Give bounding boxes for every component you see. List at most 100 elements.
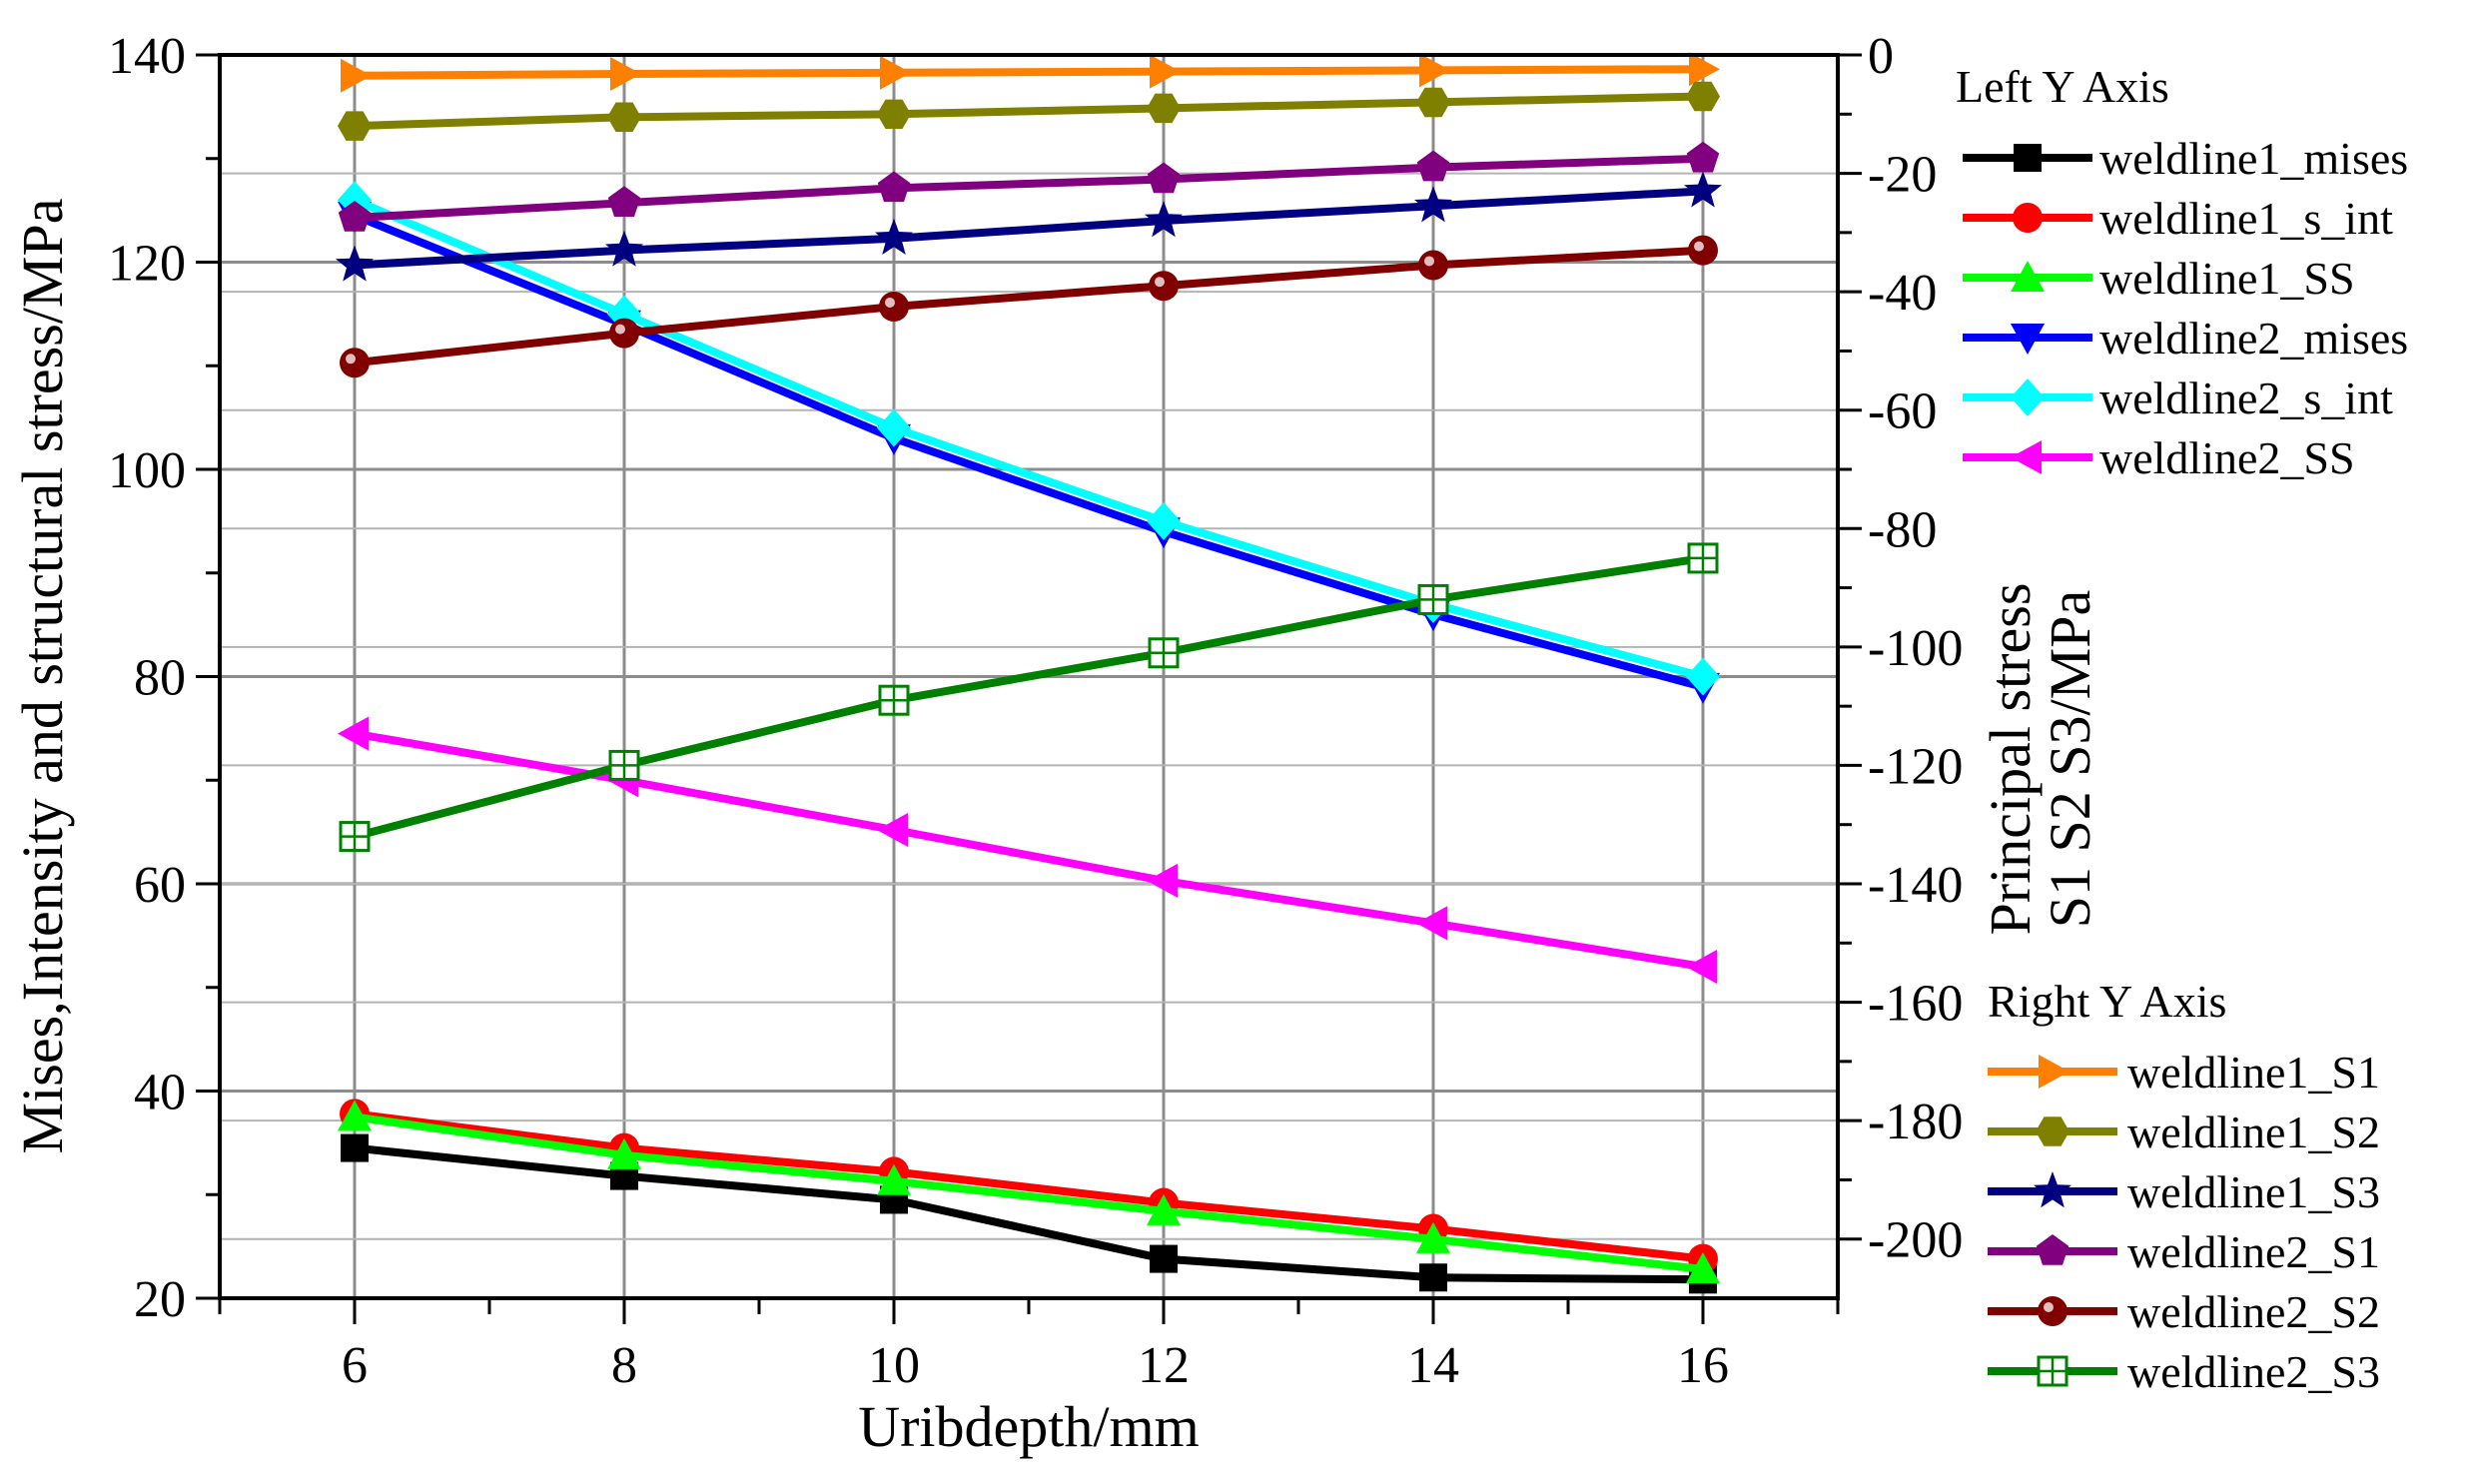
right-y-tick-label: -60 <box>1868 383 1937 440</box>
series-weldline1-s1-point-marker <box>1689 52 1720 87</box>
series-weldline1-s1-point-marker <box>610 56 641 91</box>
series-weldline1-s2-point-marker <box>607 102 641 132</box>
legend-entry-weldline2-ss: weldline2_SS <box>1963 432 2355 483</box>
series-weldline1-s2-point-marker <box>877 99 911 129</box>
x-tick-label: 16 <box>1677 1337 1729 1394</box>
legend-entry-weldline1-s3: weldline1_S3 <box>1988 1166 2380 1217</box>
right-y-tick-label: -40 <box>1868 265 1937 322</box>
x-axis-title: Uribdepth/mm <box>858 1394 1200 1459</box>
series-weldline1-mises-point-marker <box>1150 1244 1178 1273</box>
series-weldline2-ss-point-marker <box>877 813 908 848</box>
series-weldline2-s1-point-marker <box>338 201 372 232</box>
x-tick-label: 8 <box>611 1337 637 1394</box>
series-weldline2-s2-point-marker-highlight <box>1424 256 1434 267</box>
legend-entry-weldline1-s-int-marker <box>2013 203 2043 233</box>
series-weldline2-s1-line <box>354 154 1704 222</box>
legend-entry-weldline2-mises-label: weldline2_mises <box>2099 313 2408 364</box>
series-weldline2-ss <box>338 716 1717 984</box>
series-weldline1-s3-point-marker <box>605 230 643 267</box>
series-weldline1-s2-point-marker <box>338 111 372 141</box>
series-weldline1-ss <box>338 1100 1720 1283</box>
legend-entry-weldline2-s2-marker-highlight <box>2044 1302 2054 1312</box>
series-weldline1-ss-point-marker <box>877 1163 911 1195</box>
legend-entry-weldline1-s1-label: weldline1_S1 <box>2127 1047 2380 1098</box>
x-tick-label: 14 <box>1407 1337 1459 1394</box>
series-weldline2-ss-point-marker <box>1686 950 1717 984</box>
series-weldline2-s2-point-marker-highlight <box>615 324 625 335</box>
right-y-tick-label: -120 <box>1868 738 1963 795</box>
series-weldline2-ss-line <box>354 729 1704 971</box>
series-weldline2-ss-point-marker <box>1416 906 1447 941</box>
series-weldline2-s-int-point-marker <box>1147 501 1181 540</box>
right-y-tick-label: -180 <box>1868 1094 1963 1150</box>
series-weldline1-ss-point-marker <box>338 1100 372 1131</box>
legend-entry-weldline1-s3-label: weldline1_S3 <box>2127 1166 2380 1217</box>
legend-entry-weldline2-s-int: weldline2_s_int <box>1963 372 2393 423</box>
legend-entry-weldline2-s3: weldline2_S3 <box>1988 1346 2380 1397</box>
series-weldline2-s2-point-marker <box>1418 250 1448 281</box>
series-weldline1-mises <box>341 1133 1717 1294</box>
series-weldline2-s2-point-marker <box>1688 235 1718 266</box>
series-weldline1-s3-point-marker <box>1145 201 1183 238</box>
legend-entry-weldline2-s-int-marker <box>2011 378 2045 416</box>
legend-entry-weldline1-s2-marker <box>2036 1116 2070 1146</box>
series-weldline1-s1-point-marker <box>880 55 911 90</box>
series-weldline2-s2-point-marker <box>1149 271 1179 302</box>
series-weldline1-mises-point-marker <box>341 1133 369 1162</box>
series-weldline1-s1-point-marker <box>341 58 372 93</box>
legend-entry-weldline1-mises: weldline1_mises <box>1963 133 2408 184</box>
left-y-tick-label: 40 <box>134 1065 186 1121</box>
legend-entry-weldline1-s3-marker <box>2034 1171 2072 1208</box>
series-weldline1-ss-point-marker <box>1416 1221 1450 1253</box>
series-weldline1-ss-line <box>354 1113 1704 1273</box>
x-tick-label: 12 <box>1138 1337 1190 1394</box>
series-weldline1-s3-line <box>354 187 1704 270</box>
left-y-tick-label: 20 <box>134 1271 186 1328</box>
series-weldline1-s2-point-marker <box>1686 81 1720 112</box>
legend-entry-weldline2-s-int-label: weldline2_s_int <box>2099 372 2393 423</box>
legend: weldline1_mises weldline1_s_int weldline1_… <box>1963 133 2408 1397</box>
series-weldline2-ss-point-marker <box>338 716 369 751</box>
series-weldline2-s1-point-marker <box>607 186 641 217</box>
legend-entry-weldline2-mises-marker <box>2011 324 2045 355</box>
series-weldline2-mises-line <box>353 212 1705 691</box>
left-y-axis-title: Mises,Intensity and structural stress/MP… <box>10 199 75 1154</box>
series-weldline2-s3-line <box>353 553 1704 841</box>
series-weldline1-s3-point-marker <box>1414 186 1452 223</box>
right-y-tick-label: -200 <box>1868 1212 1963 1269</box>
series-weldline1-s3-point-marker <box>1684 171 1722 208</box>
legend-entry-weldline2-s3-label: weldline2_S3 <box>2127 1346 2380 1397</box>
legend-entry-weldline1-mises-marker <box>2014 144 2042 172</box>
left-y-tick-label: 120 <box>108 236 186 293</box>
series-weldline1-s1 <box>341 52 1720 93</box>
series-weldline1-ss-point-marker <box>607 1137 641 1169</box>
series-weldline2-s1-point-marker <box>1147 162 1181 194</box>
series-weldline1-ss-point-marker <box>1147 1193 1181 1225</box>
series-weldline2-s2-point-marker-highlight <box>1694 241 1704 252</box>
legend-entry-weldline2-s2-label: weldline2_S2 <box>2127 1286 2380 1337</box>
series-weldline1-s2-point-marker <box>1416 87 1450 118</box>
right-y-tick-label: -140 <box>1868 857 1963 914</box>
legend-entry-weldline1-s1: weldline1_S1 <box>1988 1047 2380 1098</box>
series-weldline2-s-int-point-marker <box>877 408 911 447</box>
right-y-tick-label: -80 <box>1868 501 1937 558</box>
right-y-tick-label: -100 <box>1868 620 1963 677</box>
legend-entry-weldline2-mises: weldline2_mises <box>1963 313 2408 364</box>
series-weldline2-s2-point-marker-highlight <box>1155 277 1165 288</box>
right-y-tick-label: 0 <box>1868 28 1894 85</box>
right-y-tick-label: -20 <box>1868 147 1937 204</box>
legend-entry-weldline2-s2-marker <box>2038 1296 2068 1326</box>
legend-right-title: Right Y Axis <box>1988 976 2226 1027</box>
left-y-tick-label: 100 <box>108 442 186 499</box>
legend-entry-weldline1-mises-label: weldline1_mises <box>2099 133 2408 184</box>
legend-entry-weldline2-s1-label: weldline2_S1 <box>2127 1226 2380 1277</box>
ticks: 6 8 10 12 14 16 20 40 60 80 100 120 140 0 -20 -40 -60 -80… <box>108 28 1963 1394</box>
series-weldline2-ss-point-marker <box>1147 863 1178 898</box>
series-weldline1-s2 <box>338 81 1720 141</box>
legend-left-title: Left Y Axis <box>1956 61 2169 112</box>
legend-entry-weldline1-ss-marker <box>2011 261 2045 292</box>
legend-entry-weldline2-ss-marker <box>2011 440 2042 474</box>
legend-entry-weldline2-s2: weldline2_S2 <box>1988 1286 2380 1337</box>
x-tick-label: 6 <box>342 1337 368 1394</box>
series-weldline2-s3 <box>339 542 1719 853</box>
